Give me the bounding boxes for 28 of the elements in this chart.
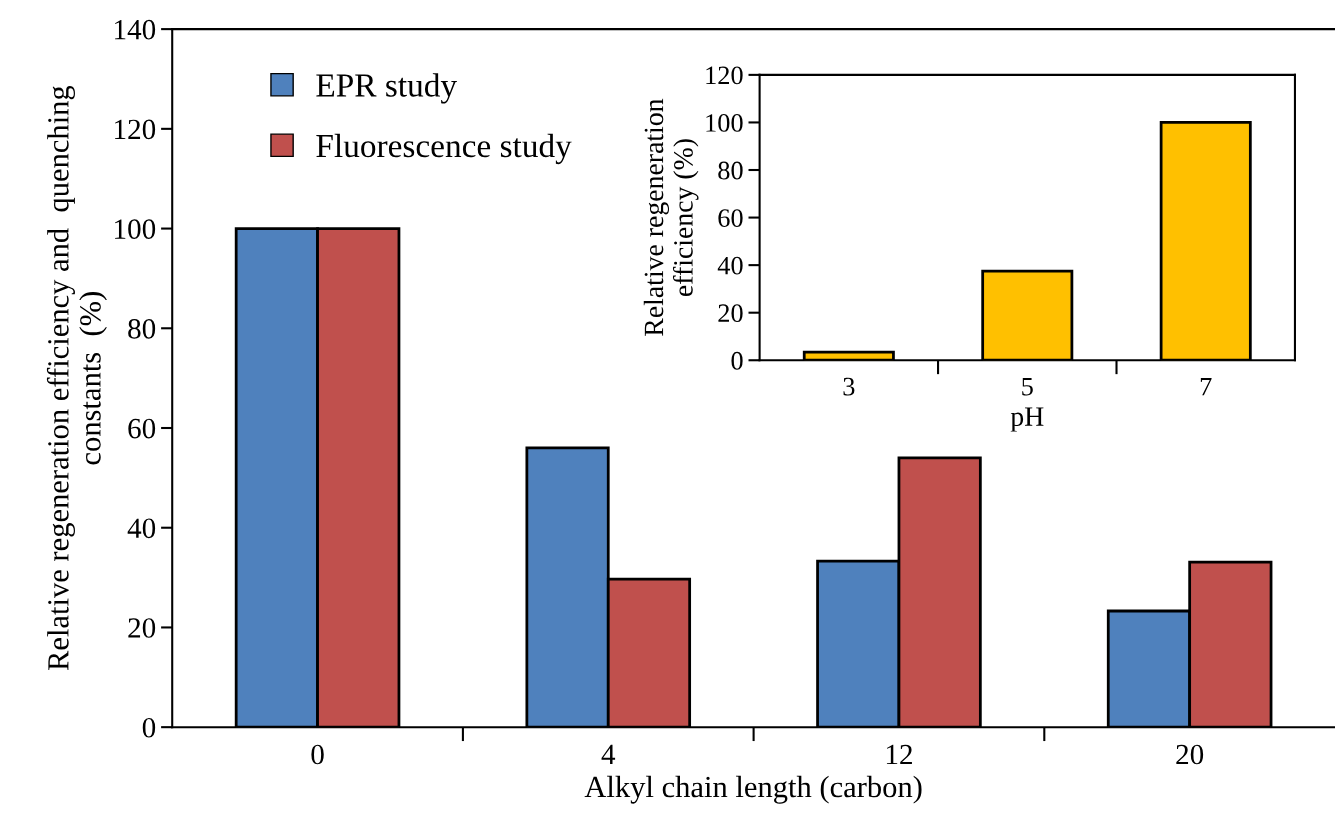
x-tick-label: 12 [886,744,912,765]
legend-label: EPR study [316,73,457,104]
y-tick-label: 100 [706,114,743,132]
y-tick-label: 80 [128,319,156,339]
y-axis-title: Relative regeneration efficiency and quenching constants (%) [46,85,107,671]
y-tick-label: 100 [115,219,156,239]
y-tick-label: 80 [718,161,743,180]
y-tick-label: 20 [718,304,743,323]
y-tick-label: 140 [115,19,156,40]
x-tick-label: 20 [1176,744,1204,765]
y-tick-label: 40 [127,518,156,539]
x-axis-title: pH [1010,407,1044,432]
y-tick-label: 40 [717,256,743,275]
y-tick-label: 0 [142,717,156,738]
y-tick-label: 120 [706,66,743,85]
y-tick-label: 60 [128,418,156,439]
y-tick-label: 20 [128,618,156,638]
legend-label: Fluorescence study [316,133,572,165]
y-tick-label: 120 [115,119,156,140]
y-axis-title: Relative regeneration efficiency (%) [643,98,699,336]
x-axis-title: Alkyl chain length (carbon) [584,775,922,804]
x-tick-label: 4 [601,744,616,765]
x-tick-label: 0 [311,744,324,765]
y-tick-label: 0 [731,351,743,370]
x-tick-label: 3 [843,377,855,396]
x-tick-label: 7 [1200,377,1212,396]
x-tick-label: 5 [1022,377,1033,396]
y-tick-label: 60 [718,209,743,227]
